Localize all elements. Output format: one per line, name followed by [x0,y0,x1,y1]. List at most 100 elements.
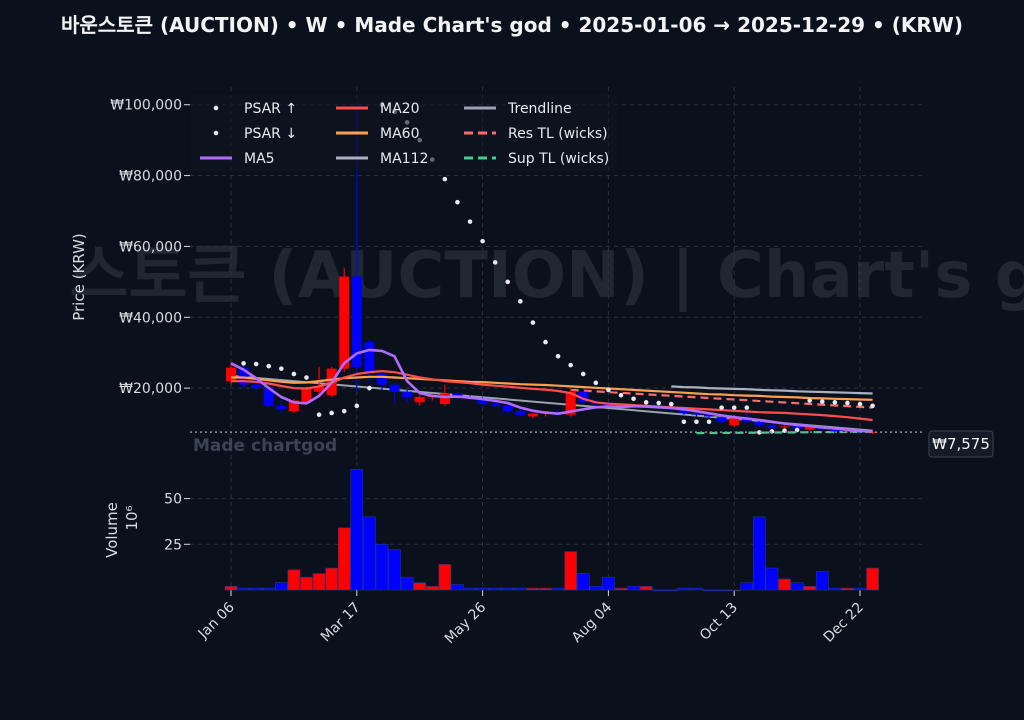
watermark-small: Made chartgod [193,436,337,456]
last-price-badge-box [928,430,994,458]
psar-dot [555,353,561,359]
candle-body [804,427,815,430]
candle-body [477,398,488,405]
y-axis-label: Price (KRW) [70,233,88,321]
candle-body [351,276,362,367]
psar-dot [543,339,548,345]
psar-dot [757,430,762,435]
candle-body [339,276,350,369]
psar-dot [706,419,712,425]
psar-dot [467,219,473,224]
psar-dot [819,399,825,404]
legend-box [191,94,617,172]
volume-bar [841,587,854,591]
price-tick-label: ₩40,000 [119,310,182,326]
psar-dot [807,398,812,403]
candle-body [792,426,803,429]
candle-body [376,373,387,385]
price-tick-label: ₩60,000 [119,239,182,255]
volume-bar [463,587,477,591]
volume-bar [677,587,691,591]
volume-bar [501,587,515,591]
psar-dot [518,299,523,304]
psar-dot [291,371,297,377]
psar-dot [618,392,624,398]
volume-bar [652,589,666,592]
volume-bar [300,576,313,591]
psar-dot [341,408,347,414]
legend-swatch [213,130,219,136]
legend-swatch [213,105,219,111]
ma5-line [230,348,873,433]
psar-dot [455,199,460,205]
volume-bar [287,569,301,591]
volume-bar [576,573,590,591]
volume-bar [740,582,754,591]
legend-label: MA5 [244,151,275,167]
price-tick-label: ₩20,000 [119,381,182,397]
volume-axis-ticks: 25 50 [164,492,190,553]
psar-dot [241,361,246,366]
volume-bar [539,587,552,591]
psar-dot [606,387,611,393]
psar-dot [367,385,372,391]
legend-label: MA112 [380,151,428,167]
psar-dot [845,400,850,406]
legend-label: MA60 [380,126,419,142]
legend-label: MA20 [380,101,419,117]
psar-dot [505,279,511,285]
candle-body [490,404,501,406]
candle-body [867,432,878,434]
candle-body [716,417,727,422]
psar-dot [631,396,636,402]
volume-axis-label: Volume [103,502,121,558]
candle-body [603,404,614,406]
ma112-line [671,385,873,395]
candle-body [402,391,413,397]
candle-body [238,367,249,385]
grid-layer [190,87,922,590]
psar-dot [731,405,737,410]
legend-label: Res TL (wicks) [508,126,608,142]
volume-bar [614,587,628,591]
chart-title: 바운스토큰 (AUCTION) • W • Made Chart's god •… [61,13,963,37]
psar-dot [354,403,360,409]
volume-bar [765,567,779,591]
volume-bar [790,582,804,591]
price-axis-ticks: ₩20,000 ₩40,000 ₩60,000 ₩80,000 ₩100,000 [110,98,190,397]
psar-dot [480,238,485,244]
volume-bar [425,586,439,591]
candle-body [578,391,589,403]
volume-bar [778,578,791,591]
volume-bar [727,589,741,592]
volume-bar [702,589,716,592]
volume-bar [262,587,276,591]
volume-tick-label: 25 [164,537,182,553]
volume-bar [815,571,829,591]
ma20-line [231,370,873,422]
volume-bar [375,543,389,591]
resistance-trendline [570,388,873,409]
psar-dot [744,405,750,410]
psar-dot [492,260,498,265]
last-price-badge: ₩7,575 [928,430,994,458]
volume-bar [325,567,338,591]
candle-body [364,342,375,374]
candle-body [301,388,312,403]
psar-dot [316,412,322,418]
psar-dot [530,320,536,325]
volume-bar [476,587,489,591]
candle-body [704,414,715,417]
candle-body [779,426,790,428]
legend-label: Trendline [507,101,572,117]
candle-body [515,411,526,415]
psar-dot [442,176,448,182]
psar-dot [253,361,259,367]
psar-dot [870,403,875,409]
psar-dot [857,401,863,407]
volume-bar [438,564,452,591]
candle-body [276,405,287,410]
candle-body [766,425,777,428]
moving-averages-layer [230,348,873,433]
volume-bar [413,582,427,591]
